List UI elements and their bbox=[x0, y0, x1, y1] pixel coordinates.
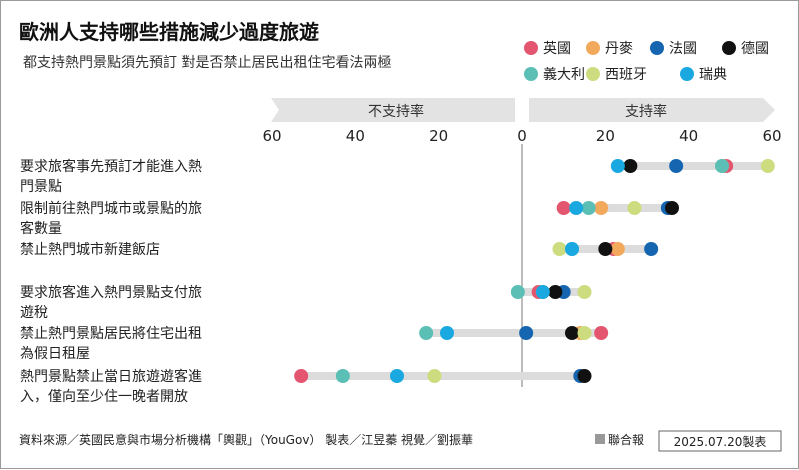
category-label: 要求旅客事先預訂才能進入熱 bbox=[20, 158, 202, 175]
data-point bbox=[548, 285, 563, 299]
data-point bbox=[519, 326, 534, 340]
x-tick-label: 40 bbox=[346, 127, 365, 145]
data-point bbox=[569, 201, 584, 215]
legend-swatch bbox=[586, 41, 600, 55]
legend-label: 義大利 bbox=[543, 66, 585, 83]
legend-swatch bbox=[680, 67, 694, 81]
x-tick-label: 0 bbox=[517, 127, 527, 145]
category-label-continued: 客數量 bbox=[20, 220, 62, 237]
chart-title: 歐洲人支持哪些措施減少過度旅遊 bbox=[19, 20, 319, 44]
x-tick-label: 40 bbox=[679, 127, 698, 145]
data-point bbox=[535, 285, 550, 299]
data-point bbox=[577, 326, 592, 340]
category-label: 要求旅客進入熱門景點支付旅 bbox=[20, 284, 202, 301]
legend-label: 西班牙 bbox=[605, 67, 647, 83]
data-point bbox=[419, 326, 434, 340]
category-label: 限制前往熱門城市或景點的旅 bbox=[20, 200, 202, 217]
legend-swatch bbox=[524, 67, 538, 81]
data-point bbox=[577, 285, 592, 299]
data-point bbox=[594, 201, 609, 215]
category-label: 熱門景點禁止當日旅遊遊客進 bbox=[20, 368, 202, 385]
data-point bbox=[390, 369, 404, 383]
right-banner-arrow bbox=[529, 98, 775, 122]
legend-swatch bbox=[650, 41, 664, 55]
footer-source: 資料來源／英國民意與市場分析機構「輿觀」（YouGov） 製表／江昱蓁 視覺／劉… bbox=[19, 432, 473, 447]
x-tick-label: 20 bbox=[429, 127, 448, 145]
legend-label: 法國 bbox=[669, 41, 697, 57]
data-point bbox=[565, 326, 579, 340]
data-point bbox=[556, 201, 571, 215]
publisher-mark bbox=[595, 434, 605, 444]
footer-date-stamp: 2025.07.20製表 bbox=[674, 435, 767, 449]
chart-subtitle: 都支持熱門景點須先預訂 對是否禁止居民出租住宅看法兩極 bbox=[23, 55, 391, 71]
legend-label: 瑞典 bbox=[699, 67, 727, 83]
x-tick-label: 20 bbox=[596, 127, 615, 145]
category-label-continued: 遊稅 bbox=[20, 305, 48, 321]
category-label: 禁止熱門城市新建飯店 bbox=[20, 241, 160, 258]
data-point bbox=[627, 201, 642, 215]
data-point bbox=[644, 242, 659, 256]
data-point bbox=[294, 369, 309, 383]
data-point bbox=[610, 159, 625, 173]
x-tick-label: 60 bbox=[762, 127, 781, 145]
category-label-continued: 入，僅向至少住一晚者開放 bbox=[20, 389, 188, 405]
data-point bbox=[577, 369, 592, 383]
category-label: 禁止熱門景點居民將住宅出租 bbox=[20, 326, 202, 342]
right-banner-label: 支持率 bbox=[625, 103, 667, 120]
x-axis-ticks: 60 40 20 0 20 40 60 bbox=[262, 127, 781, 145]
legend-swatch bbox=[722, 41, 736, 55]
legend-label: 德國 bbox=[741, 41, 769, 57]
data-point bbox=[715, 159, 729, 173]
data-point bbox=[760, 159, 775, 173]
footer-publisher: 聯合報 bbox=[608, 432, 644, 447]
data-point bbox=[335, 369, 350, 383]
legend-label: 丹麥 bbox=[605, 41, 633, 57]
x-tick-label: 60 bbox=[262, 127, 281, 145]
data-point bbox=[598, 242, 613, 256]
data-point bbox=[552, 242, 567, 256]
legend-swatch bbox=[524, 41, 538, 55]
category-label-continued: 門景點 bbox=[20, 179, 62, 195]
category-label-continued: 為假日租屋 bbox=[20, 346, 90, 362]
data-point bbox=[665, 201, 679, 215]
left-banner-label: 不支持率 bbox=[368, 103, 424, 120]
left-banner-arrow bbox=[271, 98, 515, 122]
data-point bbox=[427, 369, 442, 383]
data-point bbox=[669, 159, 684, 173]
data-point bbox=[440, 326, 454, 340]
data-point bbox=[510, 285, 525, 299]
legend-label: 英國 bbox=[543, 40, 571, 57]
data-point bbox=[623, 159, 638, 173]
chart-rows: 要求旅客事先預訂才能進入熱門景點限制前往熱門城市或景點的旅客數量禁止熱門城市新建… bbox=[20, 158, 775, 405]
data-point bbox=[610, 242, 625, 256]
data-point bbox=[594, 326, 609, 340]
data-point bbox=[581, 201, 596, 215]
data-point bbox=[565, 242, 579, 256]
legend-swatch bbox=[586, 67, 600, 81]
date-stamp-box bbox=[658, 430, 782, 452]
